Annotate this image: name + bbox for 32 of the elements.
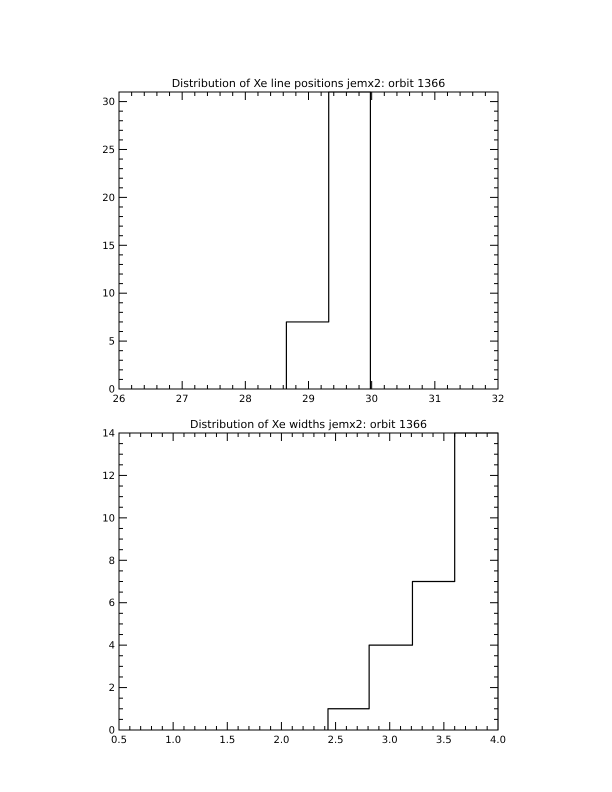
x-tick-label: 2.0 (273, 735, 290, 746)
x-tick-label: 31 (428, 394, 442, 405)
y-tick-label: 2 (108, 683, 115, 694)
x-tick-label: 30 (365, 394, 378, 405)
x-tick-label: 32 (492, 394, 504, 405)
x-tick-label: 1.5 (219, 735, 236, 746)
x-tick-label: 2.5 (328, 735, 344, 746)
y-tick-label: 10 (102, 288, 115, 300)
x-tick-label: 27 (176, 394, 189, 405)
chart-title: Distribution of Xe widths jemx2: orbit 1366 (190, 418, 427, 431)
chart-title: Distribution of Xe line positions jemx2: orbit 1366 (172, 77, 446, 90)
y-tick-label: 5 (108, 336, 115, 348)
x-tick-label: 1.0 (165, 735, 182, 746)
x-tick-label: 3.5 (436, 735, 452, 746)
y-tick-label: 10 (102, 513, 115, 524)
y-tick-label: 14 (102, 428, 115, 440)
y-tick-label: 0 (108, 384, 115, 396)
x-tick-label: 28 (238, 394, 252, 405)
y-tick-label: 15 (102, 240, 115, 252)
x-tick-label: 0.5 (111, 735, 127, 746)
y-tick-label: 30 (102, 97, 115, 108)
y-tick-label: 8 (108, 556, 115, 567)
y-tick-label: 25 (102, 144, 115, 156)
x-tick-label: 3.0 (382, 735, 398, 746)
x-tick-label: 4.0 (490, 735, 506, 746)
y-tick-label: 12 (102, 470, 115, 482)
y-tick-label: 20 (102, 192, 115, 204)
y-tick-label: 4 (108, 640, 115, 652)
y-tick-label: 6 (108, 598, 115, 610)
x-tick-label: 29 (302, 394, 315, 405)
x-tick-label: 26 (112, 394, 126, 405)
y-tick-label: 0 (108, 726, 115, 736)
